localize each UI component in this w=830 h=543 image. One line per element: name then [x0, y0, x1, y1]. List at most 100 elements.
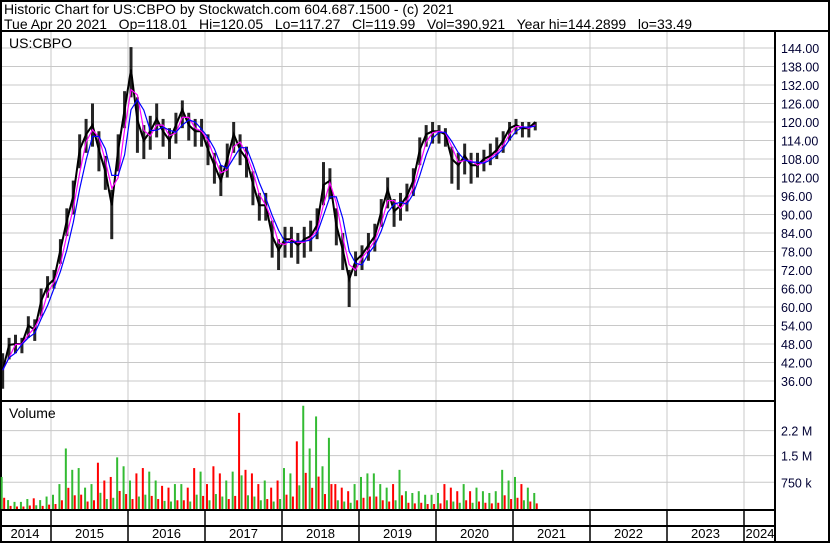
volume-bar [13, 501, 16, 509]
price-tick-label: 42.00 [781, 357, 812, 371]
volume-bar [449, 487, 452, 509]
volume-bar [240, 475, 243, 509]
volume-bar [234, 495, 237, 509]
volume-bar [161, 485, 164, 509]
price-tick-label: 144.00 [781, 42, 819, 56]
volume-bar [392, 484, 395, 509]
year-label: 2015 [75, 526, 104, 541]
volume-bar [96, 462, 99, 509]
volume-bar [279, 499, 282, 509]
volume-bar [494, 491, 497, 509]
year-label: 2020 [460, 526, 489, 541]
volume-bar [118, 490, 121, 509]
price-tick-label: 138.00 [781, 61, 819, 75]
volume-bar [54, 504, 57, 509]
volume-bar [452, 501, 455, 509]
volume-bar [437, 492, 439, 509]
volume-bar [263, 480, 266, 509]
volume-bar [289, 473, 292, 509]
volume-bar [336, 500, 339, 509]
volume-bar [26, 499, 29, 509]
price-tick-label: 90.00 [781, 209, 812, 223]
volume-bar [193, 468, 196, 509]
volume-bar [520, 484, 523, 509]
volume-bar [141, 468, 144, 509]
volume-bar [401, 495, 403, 509]
volume-bar [420, 502, 423, 509]
volume-bar [48, 504, 51, 509]
volume-bar [259, 500, 262, 509]
volume-bar [109, 476, 112, 509]
volume-bar [411, 492, 414, 509]
year-label: 2023 [691, 526, 720, 541]
volume-bar [214, 494, 217, 509]
volume-bar [516, 497, 519, 509]
volume-bar [503, 495, 506, 509]
year-label: 2024 [746, 526, 775, 541]
volume-bar [529, 501, 532, 509]
volume-bar [206, 484, 208, 509]
volume-bar [535, 503, 538, 509]
volume-bar [404, 491, 407, 509]
price-tick-label: 114.00 [781, 135, 818, 149]
volume-bar [462, 484, 465, 509]
volume-bar [186, 487, 189, 509]
volume-bar [137, 496, 140, 509]
volume-bar [131, 499, 134, 509]
volume-bar [381, 500, 384, 509]
volume-bar [478, 501, 480, 509]
volume-bar [80, 494, 83, 509]
price-tick-label: 36.00 [781, 375, 812, 389]
volume-bar [298, 485, 301, 509]
volume-bar [32, 498, 35, 509]
volume-bar [150, 495, 153, 509]
volume-bar [182, 500, 185, 509]
volume-bar [343, 501, 346, 509]
volume-bar [71, 469, 74, 509]
volume-bar [253, 496, 256, 509]
volume-bar [368, 496, 371, 509]
axes: 144.00 138.00 132.00 126.00 120.00 114.00 108.… [0, 30, 830, 543]
volume-bar [208, 500, 211, 509]
volume-bar [199, 471, 202, 509]
volume-bar [490, 503, 493, 509]
volume-bar [308, 448, 311, 509]
volume-bar [488, 492, 491, 509]
volume-bar [360, 476, 362, 509]
volume-bar [311, 487, 314, 509]
volume-bar [379, 484, 382, 509]
volume-bar [283, 468, 285, 509]
price-tick-label: 96.00 [781, 190, 812, 204]
volume-bar [362, 497, 365, 509]
volume-bar [507, 480, 510, 509]
volume-bar [398, 469, 401, 509]
volume-bar [497, 502, 500, 509]
volume-bar [302, 405, 305, 509]
volume-bar [60, 500, 63, 509]
volume-tick-label: 1.5 M [781, 450, 812, 464]
chart-title: Historic Chart for US:CBPO by Stockwatch… [4, 1, 454, 17]
price-tick-label: 54.00 [781, 320, 812, 334]
volume-bar [35, 505, 38, 509]
volume-bar [375, 496, 378, 509]
volume-bar [84, 487, 87, 509]
year-label: 2022 [614, 526, 643, 541]
volume-bar [105, 499, 108, 509]
volume-bar [122, 466, 125, 509]
volume-bar [353, 484, 356, 509]
volume-bar [173, 484, 176, 509]
year-label: 2021 [537, 526, 566, 541]
volume-bar [225, 480, 228, 509]
volume-bar [295, 441, 298, 509]
volume-bar [7, 500, 10, 509]
volume-bar [112, 497, 115, 509]
volume-bar [533, 492, 536, 509]
volume-bar [116, 457, 119, 509]
volume-bar [315, 416, 318, 509]
volume-bar [340, 487, 343, 509]
price-tick-label: 84.00 [781, 227, 812, 241]
volume-bar [39, 500, 42, 509]
volume-bar [321, 466, 324, 509]
volume-bar [231, 471, 234, 509]
